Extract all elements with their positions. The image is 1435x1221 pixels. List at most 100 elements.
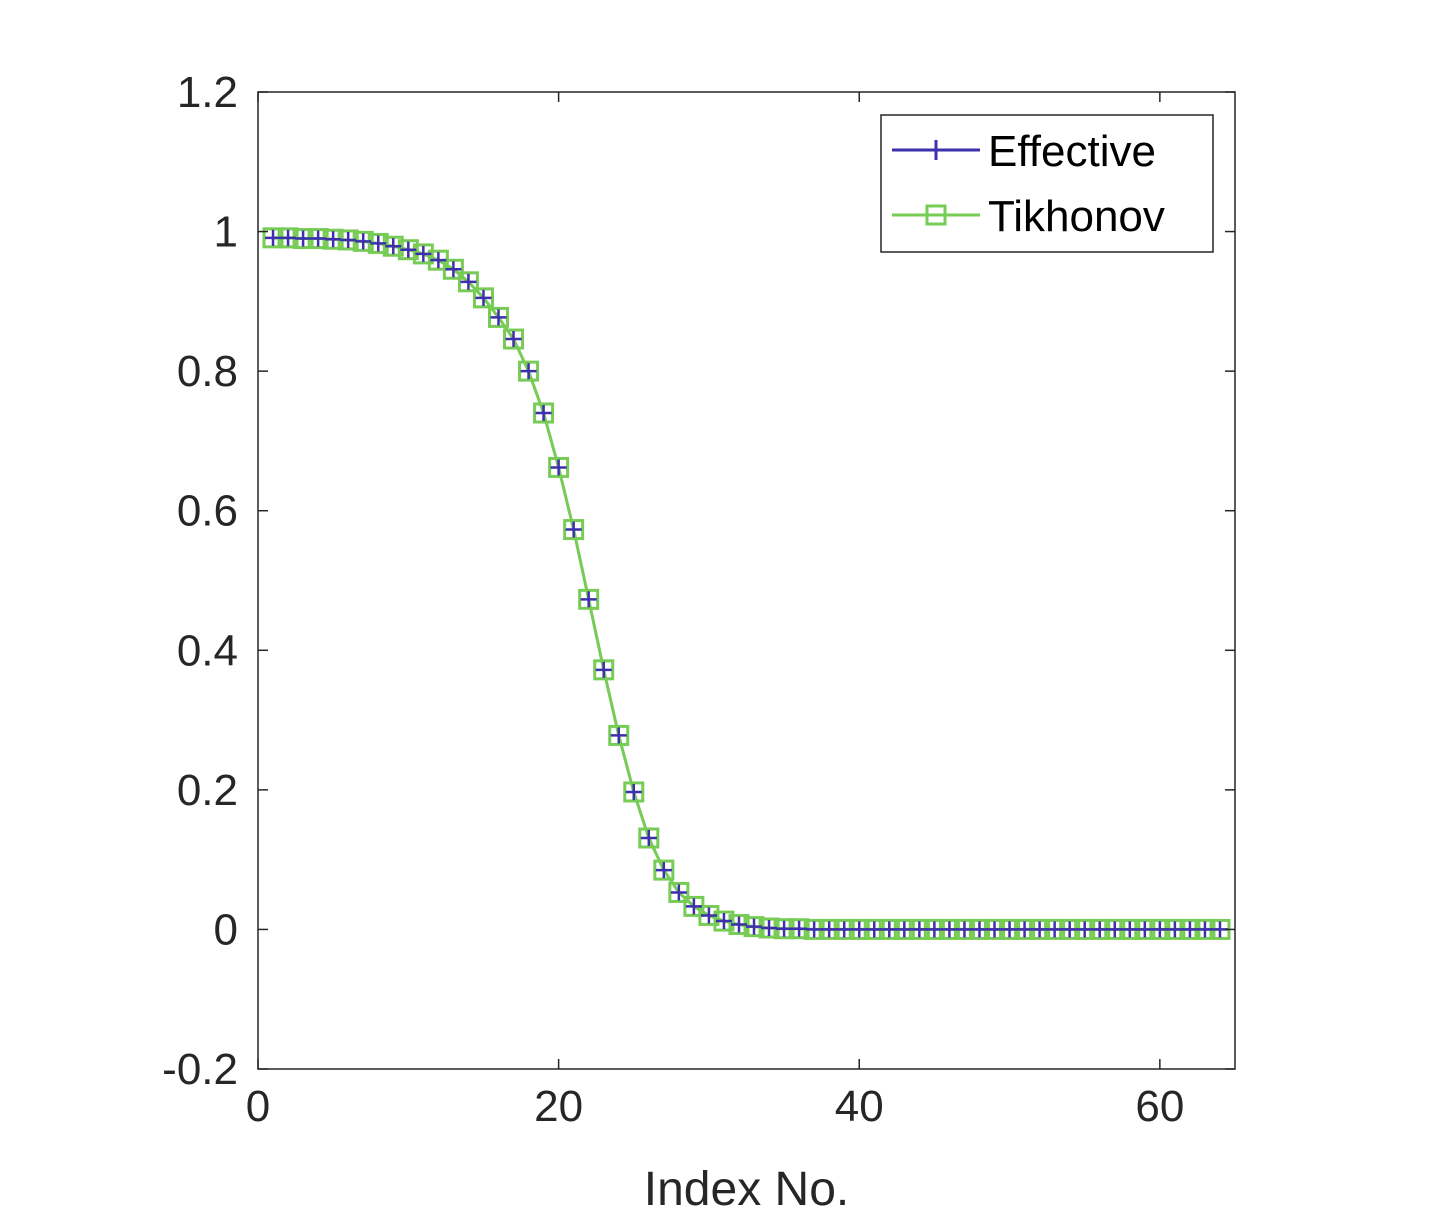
data-point-effective (625, 783, 642, 800)
data-point-tikhonov (367, 232, 389, 254)
data-point-effective (370, 235, 387, 252)
data-point-effective (971, 921, 988, 938)
data-point-effective (1151, 921, 1168, 938)
data-point-effective (1046, 921, 1063, 938)
data-point-effective (490, 309, 507, 326)
data-point-effective (1196, 921, 1213, 938)
data-point-effective (655, 862, 672, 879)
data-point-tikhonov (442, 258, 464, 280)
data-point-effective (881, 921, 898, 938)
data-point-tikhonov (608, 724, 630, 746)
x-tick-label: 60 (1135, 1082, 1184, 1131)
data-point-effective (685, 898, 702, 915)
data-point-tikhonov (548, 456, 570, 478)
data-point-effective (385, 238, 402, 255)
data-point-effective (475, 289, 492, 306)
data-point-effective (1181, 921, 1198, 938)
data-point-effective (280, 229, 297, 246)
data-point-effective (325, 231, 342, 248)
data-point-tikhonov (728, 914, 750, 936)
data-point-tikhonov (518, 360, 540, 382)
data-point-effective (580, 591, 597, 608)
data-point-effective (836, 921, 853, 938)
data-point-effective (776, 920, 793, 937)
data-point-effective (941, 921, 958, 938)
data-point-tikhonov (593, 659, 615, 681)
y-tick-label: 0.6 (177, 487, 238, 536)
data-point-effective (415, 245, 432, 262)
data-point-effective (1106, 921, 1123, 938)
y-tick-label: 0 (214, 905, 238, 954)
data-point-effective (1001, 921, 1018, 938)
data-point-effective (670, 884, 687, 901)
data-point-effective (445, 261, 462, 278)
data-point-tikhonov (457, 271, 479, 293)
data-point-tikhonov (578, 588, 600, 610)
legend-marker-tikhonov (925, 204, 947, 226)
data-point-effective (1076, 921, 1093, 938)
y-tick-label: 0.8 (177, 347, 238, 396)
data-point-effective (550, 459, 567, 476)
x-axis-label: Index No. (644, 1163, 849, 1216)
data-point-effective (866, 921, 883, 938)
y-tick-label: 0.4 (177, 626, 238, 675)
data-point-effective (986, 921, 1003, 938)
data-point-tikhonov (713, 910, 735, 932)
legend-entry-tikhonov: Tikhonov (892, 192, 1165, 241)
data-point-effective (761, 920, 778, 937)
data-point-effective (355, 233, 372, 250)
data-point-effective (956, 921, 973, 938)
data-point-tikhonov (352, 230, 374, 252)
data-point-tikhonov (412, 243, 434, 265)
data-point-effective (1136, 921, 1153, 938)
y-tick-label: 0.2 (177, 766, 238, 815)
data-point-effective (535, 405, 552, 422)
data-point-effective (791, 920, 808, 937)
data-point-effective (265, 229, 282, 246)
data-point-tikhonov (397, 239, 419, 261)
data-point-effective (1016, 921, 1033, 938)
data-point-effective (1166, 921, 1183, 938)
data-point-effective (295, 230, 312, 247)
data-point-tikhonov (563, 519, 585, 541)
data-point-effective (821, 921, 838, 938)
data-point-effective (1091, 921, 1108, 938)
data-point-effective (610, 727, 627, 744)
data-point-effective (1061, 921, 1078, 938)
data-point-tikhonov (533, 402, 555, 424)
legend-label-effective: Effective (988, 127, 1156, 176)
data-point-tikhonov (668, 881, 690, 903)
data-point-tikhonov (382, 235, 404, 257)
data-point-effective (715, 913, 732, 930)
data-point-tikhonov (487, 306, 509, 328)
x-tick-label: 40 (835, 1082, 884, 1131)
data-point-tikhonov (503, 328, 525, 350)
data-point-effective (926, 921, 943, 938)
data-point-effective (460, 273, 477, 290)
data-point-effective (340, 231, 357, 248)
legend-label-tikhonov: Tikhonov (988, 192, 1165, 241)
y-tick-label: 1.2 (177, 68, 238, 117)
data-point-effective (505, 331, 522, 348)
data-point-effective (430, 252, 447, 269)
data-point-tikhonov (698, 904, 720, 926)
data-point-effective (851, 921, 868, 938)
data-point-effective (806, 921, 823, 938)
ticks-layer: 0 20 40 60-0.200.20.40.60.811.2 (162, 68, 1235, 1131)
data-point-tikhonov (743, 916, 765, 938)
plot-frame (257, 91, 1236, 1070)
data-point-tikhonov (623, 781, 645, 803)
data-point-effective (1121, 921, 1138, 938)
series-layer (262, 227, 1231, 940)
data-point-tikhonov (653, 859, 675, 881)
y-tick-label: 1 (214, 208, 238, 257)
data-point-effective (310, 230, 327, 247)
data-point-effective (565, 521, 582, 538)
y-tick-label: -0.2 (162, 1045, 238, 1094)
data-point-effective (700, 907, 717, 924)
legend-box (880, 114, 1214, 253)
x-tick-label: 0 (246, 1082, 270, 1131)
data-point-effective (730, 916, 747, 933)
data-point-tikhonov (472, 287, 494, 309)
